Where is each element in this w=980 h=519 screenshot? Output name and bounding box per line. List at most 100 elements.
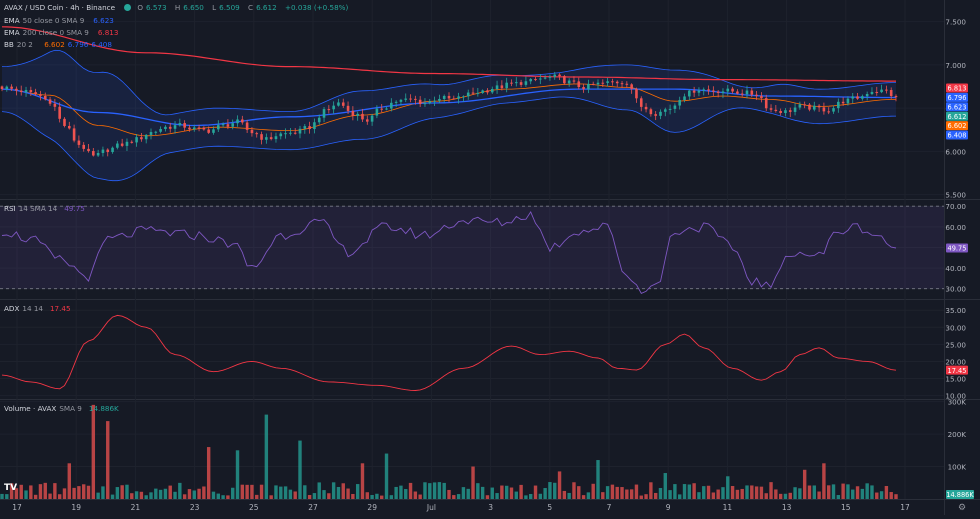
candle [356, 111, 359, 121]
candle-body [481, 90, 484, 93]
candle-body [712, 90, 715, 92]
candle-body [19, 90, 23, 93]
candle [125, 138, 129, 152]
volume-bar [245, 484, 249, 499]
candle-body [39, 94, 42, 96]
candle [822, 102, 826, 115]
candle [678, 96, 682, 110]
candle [793, 102, 797, 116]
candle [414, 95, 417, 105]
candle-body [827, 111, 831, 113]
rsi-legend[interactable]: RSI 14 SMA 14 49.75 [4, 204, 85, 213]
candle-body [803, 104, 806, 106]
candle [788, 107, 792, 118]
volume-bar [610, 484, 615, 499]
x-tick-label: 11 [723, 503, 733, 512]
volume-legend[interactable]: Volume · AVAX SMA 9 14.886K [4, 404, 119, 413]
candle [245, 119, 249, 133]
candle [702, 87, 706, 96]
price-label-close: 6.612 [948, 113, 967, 121]
candle-body [524, 81, 528, 85]
candle [231, 119, 235, 130]
candle [851, 92, 855, 104]
candle-body [788, 110, 792, 112]
candle-body [861, 96, 864, 99]
candle-body [0, 86, 4, 90]
ohlc-open: O 6.573 [137, 3, 167, 12]
candle [29, 86, 33, 96]
volume-bar [798, 488, 802, 499]
volume-bar [702, 486, 706, 499]
candle [668, 104, 672, 115]
candle-body [755, 94, 758, 96]
volume-bar [370, 495, 374, 499]
symbol-title[interactable]: AVAX / USD Coin · 4h · Binance [4, 3, 116, 12]
adx-legend[interactable]: ADX 14 14 17.45 [4, 304, 71, 313]
candle [812, 101, 816, 112]
candle-body [192, 127, 196, 130]
volume-bar [24, 490, 28, 499]
candle [308, 121, 311, 134]
volume-bar [303, 485, 307, 499]
candle [149, 128, 153, 140]
volume-bar [567, 492, 571, 499]
price-label-tag [946, 111, 968, 121]
eye-icon[interactable] [124, 4, 132, 11]
volume-bar [625, 489, 629, 499]
candle-body [87, 148, 90, 152]
y-tick-label: 30.00 [945, 323, 966, 332]
candle-body [678, 100, 682, 106]
candle [721, 88, 725, 99]
candle-body [92, 151, 95, 156]
candle-body [572, 80, 576, 82]
candle [24, 86, 28, 97]
candle [197, 124, 201, 132]
candle-body [298, 128, 302, 134]
candle-body [409, 98, 412, 100]
candle-body [279, 133, 283, 137]
candle-body [43, 95, 47, 100]
volume-bar [82, 484, 86, 499]
bb-legend[interactable]: BB 20 2 6.602 6.796 6.408 [4, 40, 112, 49]
volume-bar [110, 494, 115, 499]
volume-bar [783, 493, 788, 499]
candle [716, 90, 720, 98]
candle-body [659, 111, 662, 116]
volume-bar [19, 484, 23, 499]
volume-bar [178, 482, 182, 499]
volume-bar [43, 482, 47, 499]
candle-body [15, 88, 18, 91]
candle [140, 132, 143, 142]
candle-body [438, 98, 441, 101]
candle [313, 118, 316, 134]
candle-body [784, 110, 787, 114]
candle [764, 94, 768, 111]
candle-body [856, 96, 859, 99]
volume-bar [620, 487, 624, 499]
volume-bar [226, 495, 230, 499]
candle [606, 77, 609, 87]
candle-body [375, 108, 379, 116]
candle [644, 103, 648, 113]
volume-bar [730, 486, 735, 499]
adx-value-tag [946, 365, 968, 375]
candle [409, 94, 412, 103]
ema50-legend[interactable]: EMA 50 close 0 SMA 9 6.623 [4, 16, 114, 25]
candle-body [197, 127, 201, 129]
candle-body [519, 82, 523, 85]
tradingview-logo[interactable]: TV [4, 483, 18, 493]
ema200-legend[interactable]: EMA 200 close 0 SMA 9 6.813 [4, 28, 119, 37]
candle [490, 86, 494, 94]
candle-body [688, 90, 691, 97]
y-tick-label: 100K [948, 463, 967, 472]
candle [298, 125, 302, 139]
volume-bar [504, 485, 509, 499]
candle [428, 98, 432, 105]
candle-body [216, 125, 220, 130]
gear-icon[interactable]: ⚙ [958, 503, 967, 513]
candle-body [462, 96, 465, 98]
candle [582, 83, 585, 93]
candle [192, 124, 196, 132]
